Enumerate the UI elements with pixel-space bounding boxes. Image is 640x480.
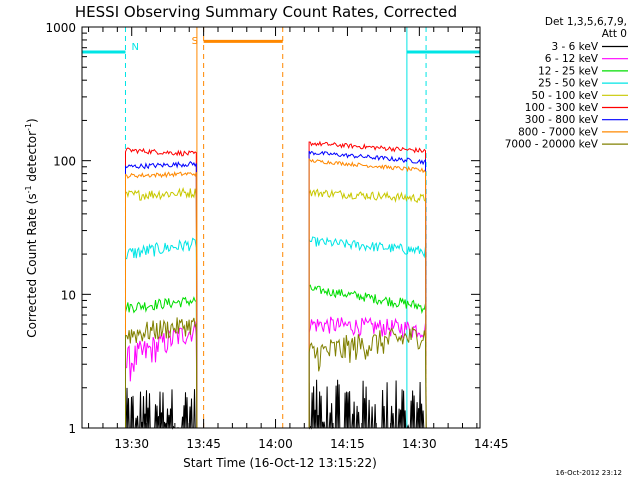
series-trace-5-1: [308, 140, 427, 429]
series-trace-8-1: [308, 326, 427, 429]
series-trace-4-1: [308, 188, 427, 429]
series-trace-0-0: [125, 387, 197, 430]
x-tick-label: 14:15: [330, 437, 365, 451]
series-trace-7-1: [308, 158, 427, 429]
y-axis-label-main: Corrected Count Rate (s: [25, 193, 39, 337]
series-trace-0-1: [308, 379, 426, 430]
legend-label-8: 7000 - 20000 keV: [505, 139, 599, 151]
legend-label-6: 300 - 800 keV: [525, 114, 599, 126]
saa-flag-label: N: [131, 42, 138, 53]
y-tick-label: 10: [61, 288, 76, 302]
chart-title: HESSI Observing Summary Count Rates, Cor…: [75, 3, 457, 21]
night-flag-label: S: [192, 36, 198, 47]
x-tick-label: 13:45: [186, 437, 221, 451]
series-trace-6-1: [308, 150, 427, 429]
legend-label-4: 50 - 100 keV: [531, 90, 598, 102]
legend-label-7: 800 - 7000 keV: [518, 126, 599, 138]
y-axis-label-mid: detector: [25, 131, 39, 186]
x-axis: 13:30 13:45 14:00 14:15 14:30 14:45: [88, 27, 509, 451]
y-tick-label: 100: [53, 155, 76, 169]
y-tick-label: 1000: [45, 21, 76, 35]
series-trace-5-0: [125, 147, 198, 429]
plot-frame: [81, 26, 481, 429]
x-tick-label: 13:30: [114, 437, 149, 451]
legend-label-3: 25 - 50 keV: [538, 78, 599, 90]
timestamp: 16-Oct-2012 23:12: [556, 469, 622, 477]
series-trace-4-0: [125, 187, 198, 429]
series-trace-7-0: [125, 171, 198, 429]
series-trace-6-0: [125, 160, 198, 429]
y-axis-label: Corrected Count Rate (s-1 detector-1): [24, 118, 39, 337]
legend-label-5: 100 - 300 keV: [525, 102, 599, 114]
series-trace-3-1: [308, 236, 427, 429]
plot-area: NS: [81, 27, 481, 430]
legend-title-line-1: Det 1,3,5,6,7,9,: [545, 16, 627, 28]
legend-label-1: 6 - 12 keV: [545, 53, 599, 65]
series-trace-1-1: [308, 316, 427, 429]
y-axis-label-sup2: -1: [24, 123, 33, 131]
x-tick-label: 14:00: [258, 437, 293, 451]
series-trace-8-0: [125, 317, 198, 429]
y-axis-label-sup1: -1: [24, 185, 33, 193]
x-tick-label: 14:30: [402, 437, 437, 451]
series-trace-3-0: [125, 237, 198, 429]
legend-label-0: 3 - 6 keV: [551, 41, 598, 53]
x-axis-label: Start Time (16-Oct-12 13:15:22): [183, 456, 377, 470]
series-trace-2-0: [125, 296, 198, 429]
y-axis-label-end: ): [25, 118, 39, 123]
legend-label-2: 12 - 25 keV: [538, 65, 599, 77]
series-trace-1-0: [125, 321, 198, 429]
legend-title-line-2: Att 0: [602, 28, 627, 40]
series-trace-2-1: [308, 284, 427, 429]
x-tick-label: 14:45: [474, 437, 509, 451]
y-axis: 1 10 100 1000: [45, 21, 480, 436]
y-tick-label: 1: [68, 422, 76, 436]
